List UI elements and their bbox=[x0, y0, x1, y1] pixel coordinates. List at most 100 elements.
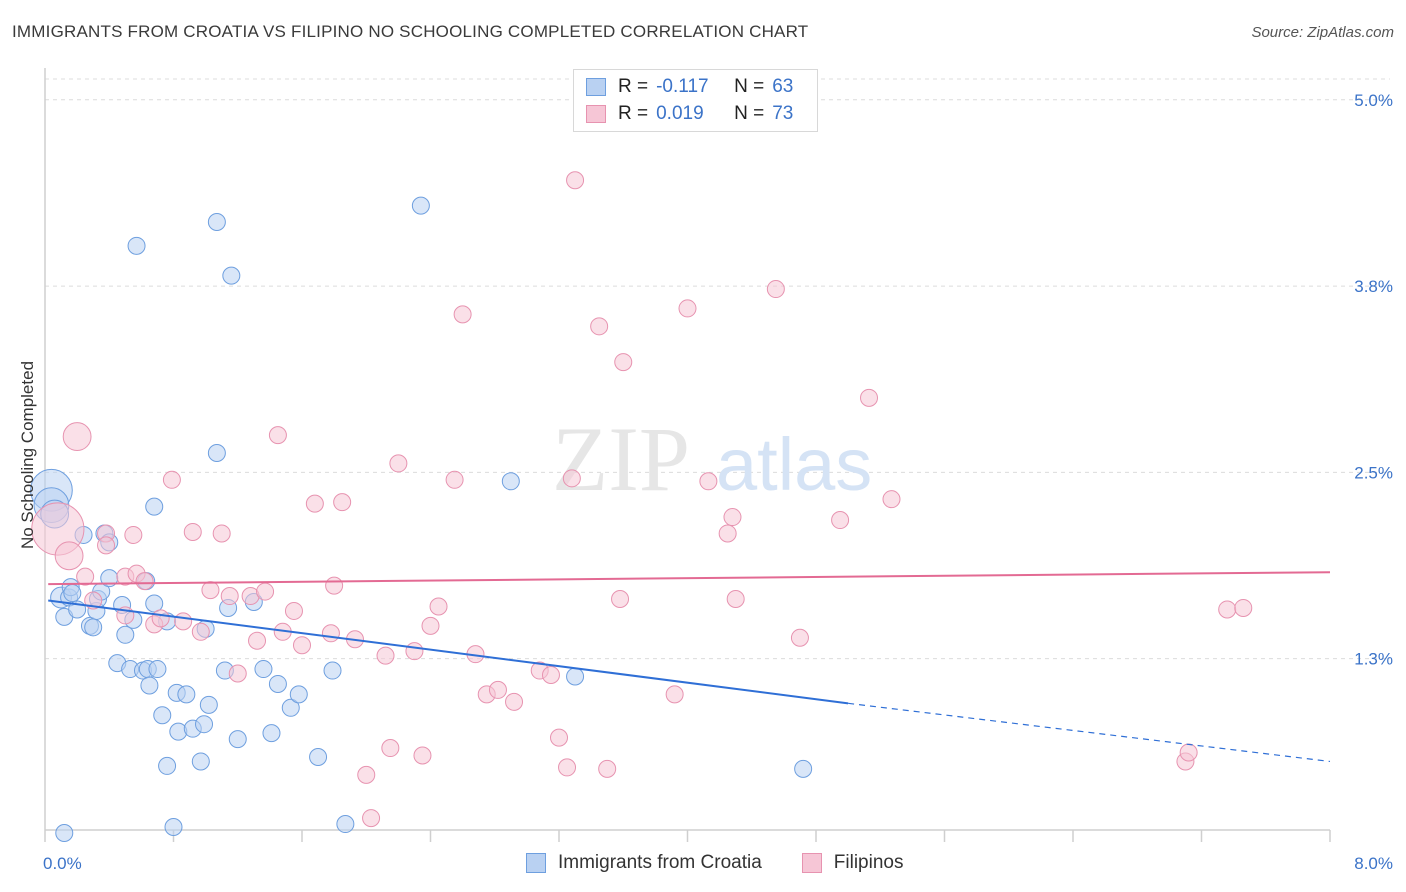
data-point-filipinos bbox=[256, 582, 275, 601]
data-point-croatia bbox=[794, 759, 813, 778]
legend-n-value: 73 bbox=[772, 103, 794, 124]
watermark-atlas: atlas bbox=[716, 423, 872, 506]
data-point-filipinos bbox=[389, 454, 408, 473]
data-point-filipinos bbox=[1234, 598, 1253, 617]
data-point-croatia bbox=[309, 747, 328, 766]
data-point-filipinos bbox=[614, 353, 633, 372]
trend-line-croatia bbox=[48, 599, 849, 705]
data-point-croatia bbox=[84, 618, 103, 637]
data-point-filipinos bbox=[421, 616, 440, 635]
data-point-filipinos bbox=[321, 624, 340, 643]
data-point-filipinos bbox=[357, 765, 376, 784]
legend-item-filipinos[interactable]: Filipinos bbox=[801, 852, 903, 874]
data-point-filipinos bbox=[191, 622, 210, 641]
data-point-croatia bbox=[289, 685, 308, 704]
trend-line-filipinos bbox=[48, 571, 1331, 586]
data-point-croatia bbox=[323, 661, 342, 680]
data-point-filipinos bbox=[678, 299, 697, 318]
data-point-filipinos bbox=[174, 612, 193, 631]
data-point-filipinos bbox=[665, 685, 684, 704]
legend-item-croatia[interactable]: Immigrants from Croatia bbox=[526, 852, 762, 874]
stats-legend: R = -0.117 N = 63 R = 0.019 N = 73 bbox=[573, 69, 818, 132]
data-point-filipinos bbox=[562, 469, 581, 488]
tick-label-layer: 5.0% 3.8% 2.5% 1.3% 0.0% 8.0% bbox=[43, 91, 1393, 873]
data-point-filipinos bbox=[766, 280, 785, 299]
data-point-croatia bbox=[158, 756, 177, 775]
data-point-croatia bbox=[153, 706, 172, 725]
data-point-filipinos bbox=[62, 422, 92, 452]
y-axis-label: No Schooling Completed bbox=[18, 360, 37, 550]
trend-layer bbox=[48, 571, 1331, 763]
data-point-filipinos bbox=[590, 317, 609, 336]
data-point-filipinos bbox=[505, 692, 524, 711]
data-point-filipinos bbox=[135, 572, 154, 591]
data-point-filipinos bbox=[183, 522, 202, 541]
grid-layer bbox=[45, 78, 1390, 660]
data-point-filipinos bbox=[405, 642, 424, 661]
y-tick-label: 5.0% bbox=[1354, 91, 1393, 110]
legend-n-label: N = bbox=[734, 76, 765, 97]
data-point-filipinos bbox=[723, 508, 742, 527]
data-point-croatia bbox=[164, 818, 183, 837]
data-point-filipinos bbox=[1179, 743, 1198, 762]
data-point-filipinos bbox=[151, 609, 170, 628]
legend-row-croatia: R = -0.117 N = 63 bbox=[586, 75, 793, 99]
data-point-croatia bbox=[207, 213, 226, 231]
data-point-croatia bbox=[148, 660, 167, 679]
legend-swatch-filipinos bbox=[801, 853, 822, 873]
data-point-croatia bbox=[177, 685, 196, 704]
data-point-croatia bbox=[140, 676, 159, 695]
data-point-filipinos bbox=[284, 601, 303, 620]
data-point-croatia bbox=[262, 724, 281, 743]
legend-row-filipinos: R = 0.019 N = 73 bbox=[586, 102, 793, 126]
data-point-filipinos bbox=[333, 493, 352, 512]
data-point-filipinos bbox=[882, 490, 901, 509]
x-tick-label: 0.0% bbox=[43, 854, 82, 873]
legend-r-label: R = bbox=[618, 76, 649, 97]
data-point-filipinos bbox=[124, 525, 143, 544]
data-point-filipinos bbox=[598, 759, 617, 778]
legend-swatch-croatia bbox=[586, 78, 606, 96]
data-point-filipinos bbox=[445, 470, 464, 489]
watermark: ZIP atlas bbox=[552, 408, 872, 510]
data-point-croatia bbox=[268, 674, 287, 693]
data-point-croatia bbox=[145, 594, 164, 613]
legend-r-label: R = bbox=[618, 103, 649, 124]
legend-label-croatia: Immigrants from Croatia bbox=[558, 852, 762, 873]
data-point-croatia bbox=[207, 443, 226, 462]
legend-r-value: -0.117 bbox=[656, 76, 709, 97]
data-point-filipinos bbox=[76, 567, 95, 586]
series-legend: Immigrants from Croatia Filipinos bbox=[526, 852, 943, 874]
data-point-filipinos bbox=[831, 511, 850, 530]
data-point-croatia bbox=[145, 497, 164, 516]
data-point-filipinos bbox=[212, 524, 231, 543]
data-point-filipinos bbox=[429, 597, 448, 616]
data-point-filipinos bbox=[550, 728, 568, 747]
data-point-filipinos bbox=[699, 472, 718, 491]
data-point-filipinos bbox=[860, 388, 879, 407]
data-point-filipinos bbox=[488, 680, 507, 699]
data-point-filipinos bbox=[325, 576, 344, 595]
chart-source: Source: ZipAtlas.com bbox=[1251, 24, 1394, 41]
legend-swatch-croatia bbox=[526, 853, 546, 873]
y-tick-label: 3.8% bbox=[1354, 277, 1393, 296]
data-point-filipinos bbox=[268, 426, 287, 445]
data-point-filipinos bbox=[305, 494, 324, 513]
data-point-filipinos bbox=[362, 809, 381, 828]
x-tick-label: 8.0% bbox=[1354, 854, 1393, 873]
data-point-filipinos bbox=[726, 590, 745, 609]
data-point-croatia bbox=[191, 752, 210, 771]
y-tick-label: 1.3% bbox=[1354, 650, 1393, 669]
data-point-filipinos bbox=[381, 739, 400, 758]
data-point-filipinos bbox=[162, 470, 181, 489]
data-point-croatia bbox=[281, 698, 300, 717]
data-point-filipinos bbox=[376, 646, 395, 665]
data-point-croatia bbox=[222, 266, 241, 285]
data-point-filipinos bbox=[97, 536, 116, 555]
data-point-filipinos bbox=[453, 305, 472, 324]
data-point-croatia bbox=[63, 584, 82, 603]
data-point-croatia bbox=[169, 722, 188, 741]
legend-n-value: 63 bbox=[772, 76, 794, 97]
y-tick-label: 2.5% bbox=[1354, 463, 1393, 482]
